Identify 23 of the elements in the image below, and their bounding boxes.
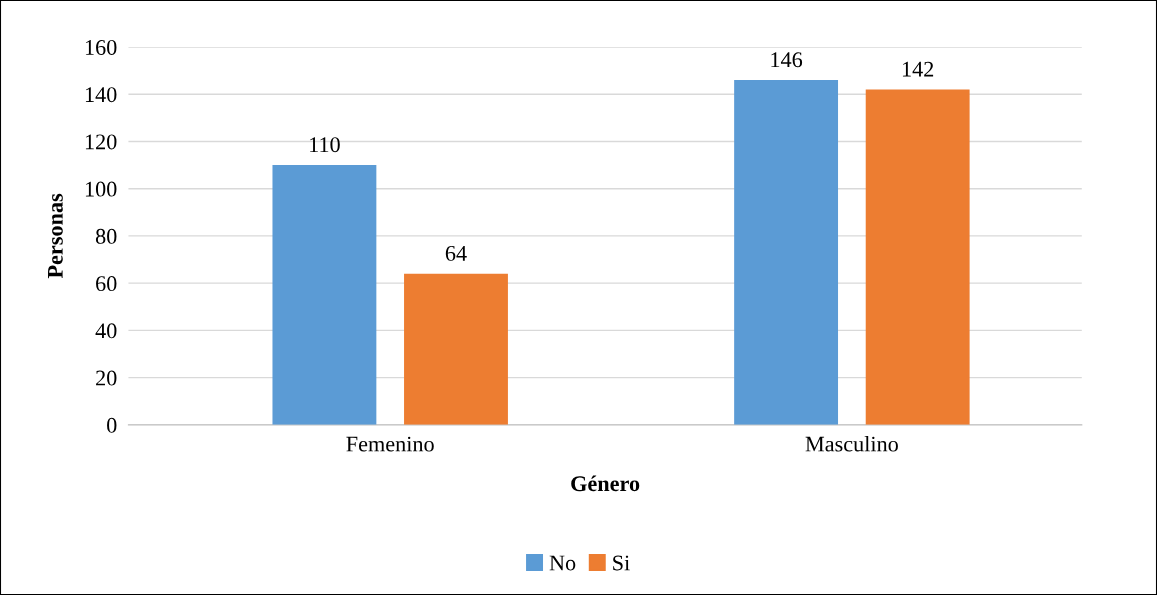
bar	[734, 80, 839, 425]
bar	[272, 165, 377, 425]
y-tick-label: 100	[85, 181, 117, 197]
data-label: 110	[310, 137, 340, 153]
data-label: 64	[445, 245, 467, 261]
data-label: 142	[902, 61, 934, 77]
y-tick-label: 0	[107, 417, 117, 433]
y-tick-label: 160	[85, 39, 117, 55]
data-label: 146	[771, 52, 803, 68]
y-tick-label: 80	[95, 228, 117, 244]
bar	[865, 89, 970, 425]
x-tick-label: Masculino	[805, 435, 898, 452]
y-tick-label: 120	[85, 134, 117, 150]
y-axis-title: Personas	[48, 193, 63, 279]
y-tick-label: 40	[95, 323, 117, 339]
x-tick-label: Femenino	[346, 436, 434, 452]
y-tick-label: 140	[85, 87, 117, 103]
y-tick-label: 20	[96, 370, 117, 386]
bar	[404, 273, 508, 425]
y-tick-label: 60	[96, 276, 117, 292]
legend-label: No	[549, 555, 576, 571]
legend-label: Si	[613, 555, 630, 571]
x-axis-title: Género	[571, 475, 640, 492]
